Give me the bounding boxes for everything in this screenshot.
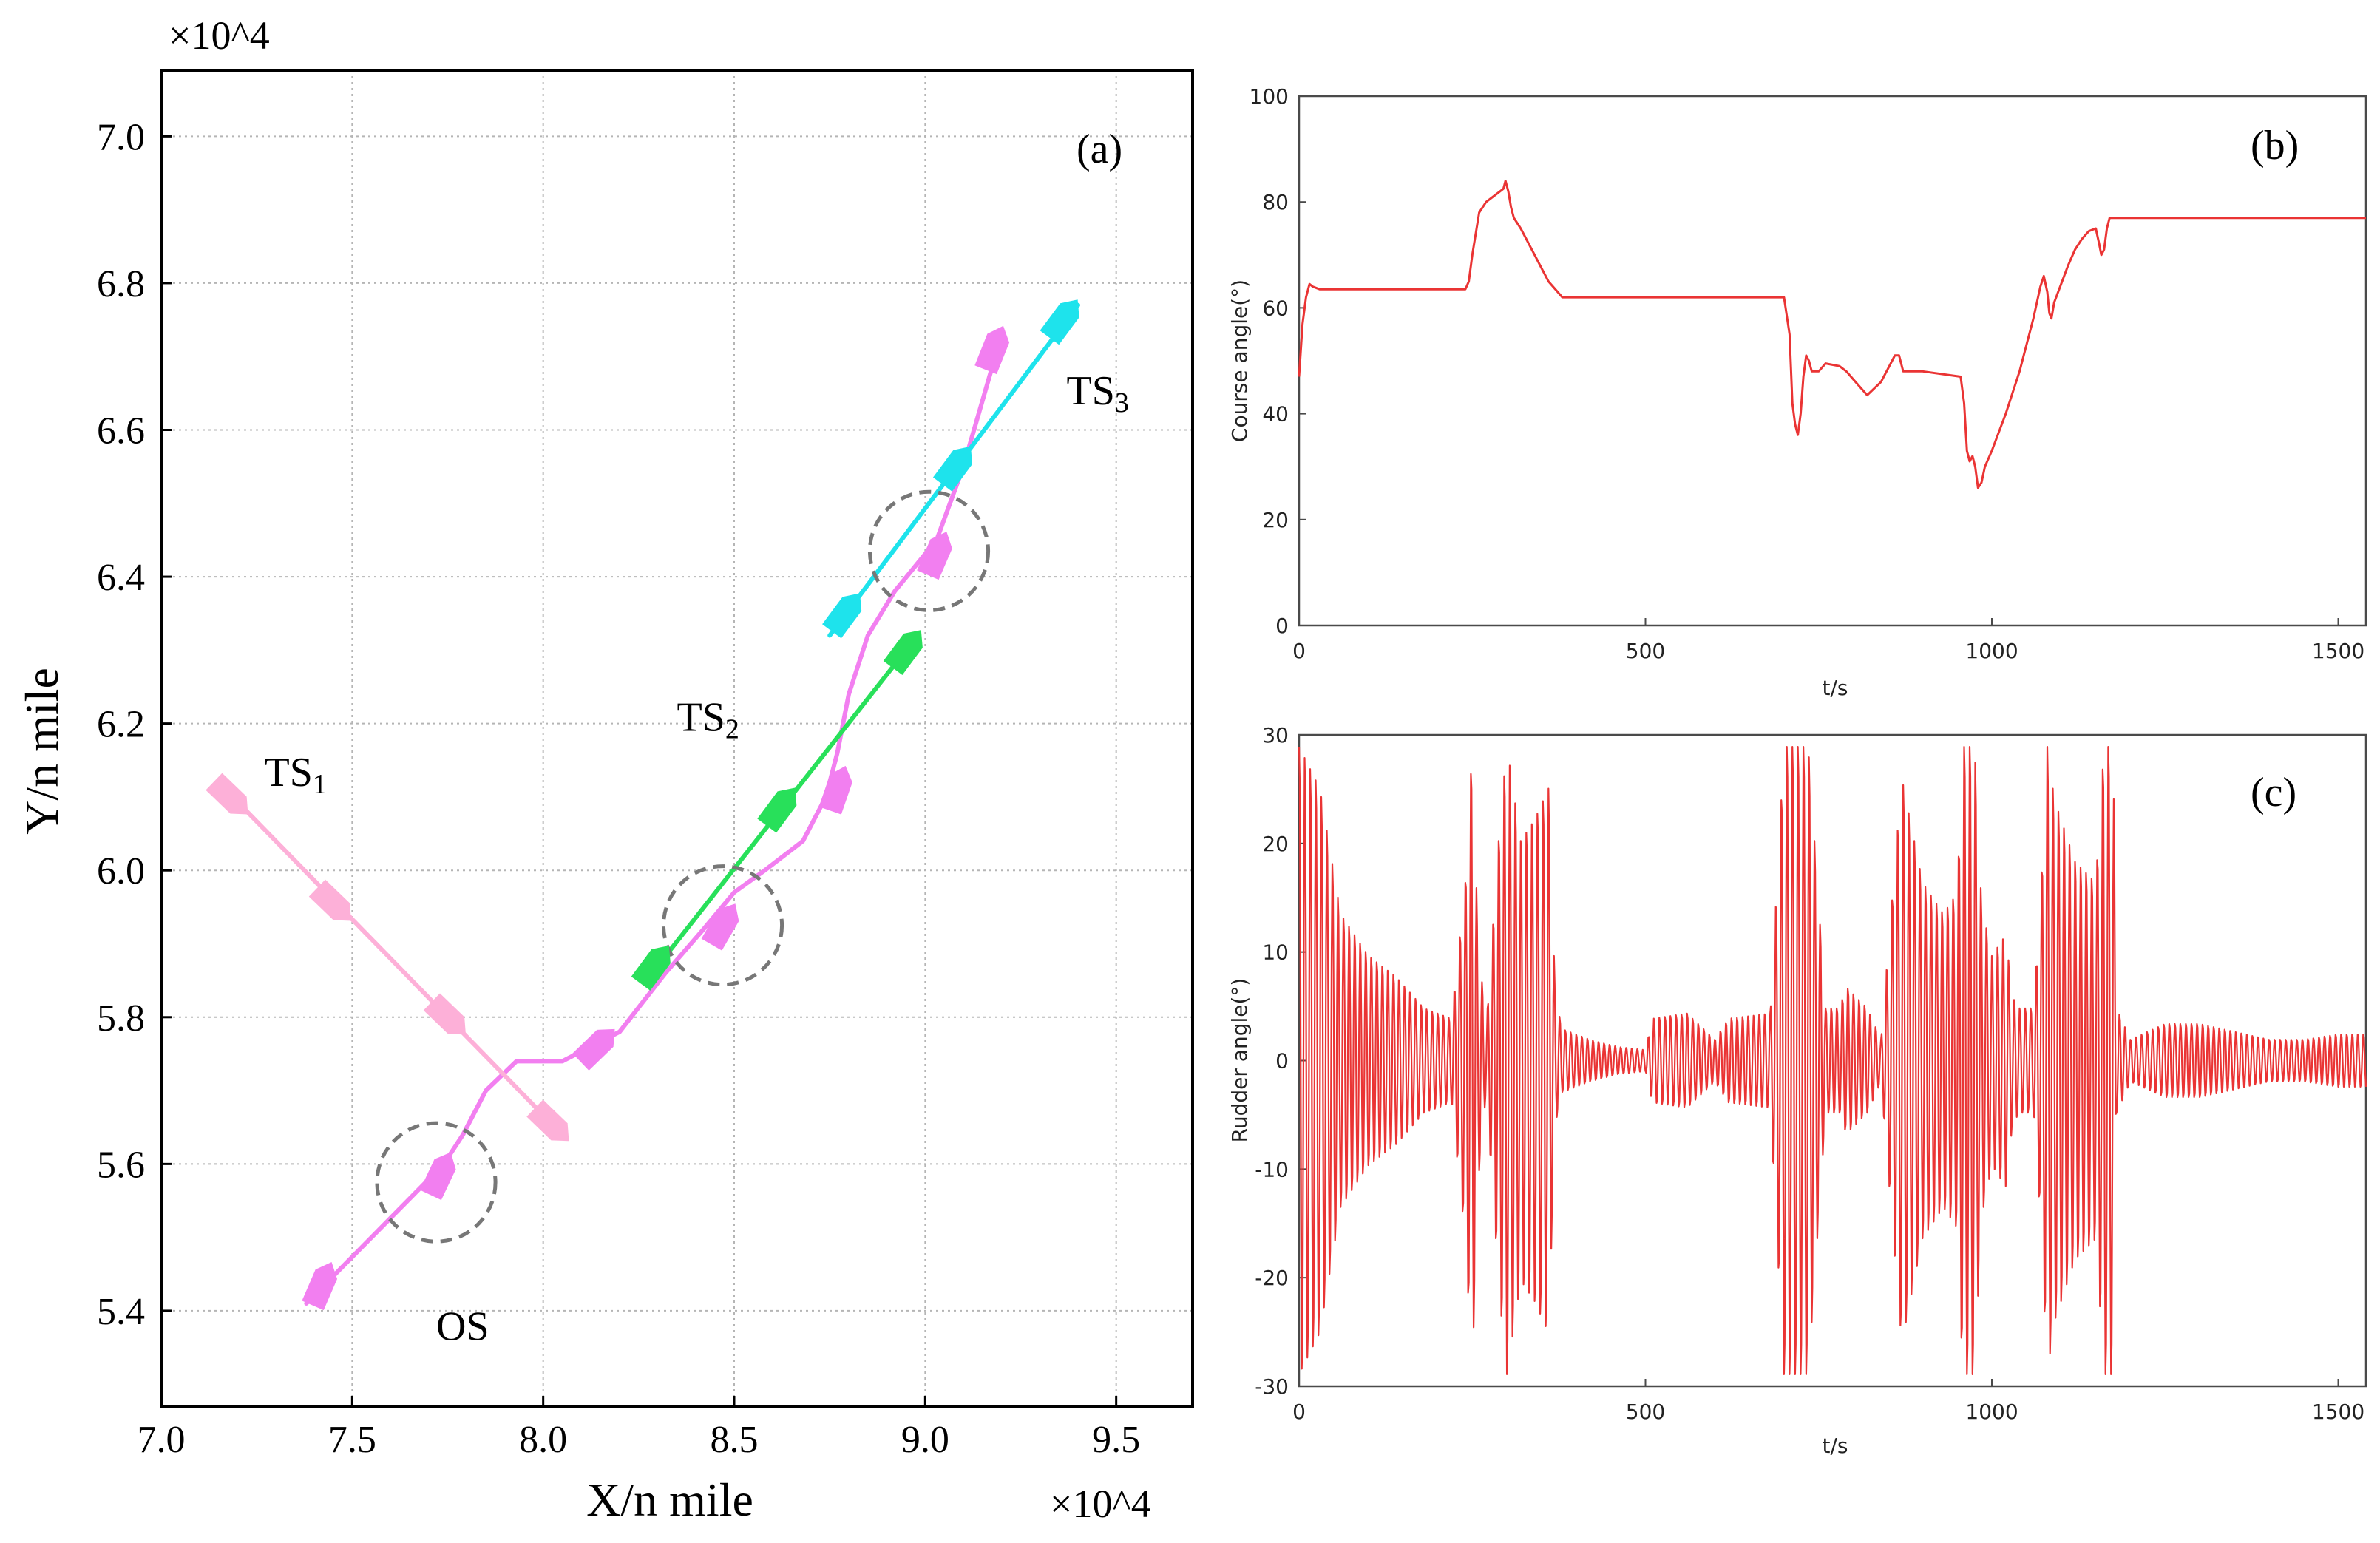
y-tick-label: 10 <box>1262 940 1289 965</box>
ship-labels-a: OS TS1 TS2 TS3 <box>265 368 1129 1350</box>
x-axis-exponent-a: ×10^4 <box>1050 1482 1151 1526</box>
panel-label-a: (a) <box>1077 126 1122 172</box>
ship-marker-TS1 <box>206 773 248 815</box>
plot-area-a <box>160 69 1194 1408</box>
rudder-angle-line <box>1298 746 2367 1375</box>
panel-label-c: (c) <box>2251 770 2296 815</box>
y-axis-label-a: Y/n mile <box>16 668 68 835</box>
ship-marker-TS2 <box>631 946 671 991</box>
ship-marker-TS1 <box>308 879 351 921</box>
rudder-line-c <box>1298 746 2367 1375</box>
y-tick-label: 5.6 <box>97 1144 145 1186</box>
y-tick-label: 6.8 <box>97 263 145 305</box>
y-tick-label: 5.4 <box>97 1291 145 1333</box>
encounter-circles-a <box>375 489 991 1244</box>
y-axis-label-b: Course angle(°) <box>1227 279 1252 442</box>
x-tick-label: 7.0 <box>138 1419 186 1461</box>
panel-label-b: (b) <box>2251 123 2299 169</box>
ship-marker-TS3 <box>822 593 862 639</box>
y-axis-exponent-a: ×10^4 <box>169 13 270 58</box>
course-line-b <box>1298 180 2366 489</box>
encounter-circle <box>867 489 991 612</box>
ship-marker-OS <box>302 1261 338 1311</box>
panel-c-rudder-angle-chart: 0 500 1000 1500 -30 -20 -10 0 10 20 30 (c) t/s Rud… <box>1227 723 2367 1458</box>
ship-label-TS2: TS2 <box>677 695 739 745</box>
ship-label-TS1: TS1 <box>265 750 327 800</box>
ship-marker-OS <box>572 1028 615 1071</box>
y-tick-label: 40 <box>1262 402 1289 427</box>
y-tick-label: 30 <box>1262 723 1289 747</box>
y-tick-label: 6.6 <box>97 410 145 452</box>
course-angle-line <box>1298 180 2366 489</box>
y-tick-label: 20 <box>1262 508 1289 532</box>
ship-marker-OS <box>419 1152 456 1201</box>
y-tick-label: 60 <box>1262 296 1289 320</box>
ship-label-TS3: TS3 <box>1067 368 1129 418</box>
trajectories-a <box>216 302 1080 1306</box>
x-tick-label: 8.5 <box>711 1419 759 1461</box>
grid-a <box>160 70 1193 1406</box>
ship-label-OS: OS <box>436 1304 489 1350</box>
y-tick-label: -30 <box>1255 1374 1289 1399</box>
y-tick-label: 100 <box>1250 84 1289 109</box>
x-tick-label: 0 <box>1292 1400 1306 1424</box>
ship-marker-TS1 <box>526 1099 569 1142</box>
x-tick-label: 1500 <box>2312 1400 2364 1424</box>
encounter-circle <box>375 1121 498 1244</box>
y-tick-label: 6.4 <box>97 557 145 599</box>
x-tick-label: 1000 <box>1965 639 2018 663</box>
plot-area-b <box>1298 95 2367 627</box>
ship-markers-a <box>206 299 1079 1311</box>
y-tick-label: 5.8 <box>97 997 145 1040</box>
ship-marker-TS3 <box>1040 299 1079 345</box>
y-tick-label: 6.0 <box>97 850 145 892</box>
y-axis-label-c: Rudder angle(°) <box>1227 978 1252 1143</box>
trajectory-TS1 <box>216 780 565 1137</box>
panel-a-trajectory-chart: ×10^4 7.0 7.5 8.0 8.5 9.0 9.5 5.4 5.6 5.8 6.0 6.2 6… <box>16 13 1194 1526</box>
x-tick-label: 9.5 <box>1092 1419 1140 1461</box>
ship-marker-OS <box>818 765 852 815</box>
x-axis-label-b: t/s <box>1823 676 1848 700</box>
ship-marker-TS3 <box>932 446 973 492</box>
panel-b-course-angle-chart: 0 500 1000 1500 0 20 40 60 80 100 (b) t/s Course … <box>1227 84 2367 700</box>
y-tick-label: -10 <box>1255 1157 1289 1181</box>
y-tick-label: -20 <box>1255 1266 1289 1290</box>
axis-ticks-c: 0 500 1000 1500 -30 -20 -10 0 10 20 30 <box>1255 723 2364 1424</box>
axis-ticks-b: 0 500 1000 1500 0 20 40 60 80 100 <box>1250 84 2365 663</box>
ship-marker-TS2 <box>757 787 797 833</box>
x-tick-label: 500 <box>1626 639 1665 663</box>
x-tick-label: 8.0 <box>519 1419 567 1461</box>
ship-marker-TS1 <box>423 993 466 1035</box>
x-tick-label: 9.0 <box>901 1419 949 1461</box>
ship-marker-OS <box>701 903 739 951</box>
x-tick-label: 7.5 <box>328 1419 376 1461</box>
x-axis-label-a: X/n mile <box>586 1474 753 1526</box>
y-tick-label: 0 <box>1275 614 1289 638</box>
trajectory-OS <box>304 332 1004 1306</box>
ship-marker-OS <box>974 325 1010 375</box>
x-tick-label: 500 <box>1626 1400 1665 1424</box>
ship-marker-OS <box>917 532 952 580</box>
y-tick-label: 0 <box>1275 1049 1289 1074</box>
y-tick-label: 6.2 <box>97 704 145 746</box>
y-tick-label: 7.0 <box>97 116 145 158</box>
ship-marker-TS2 <box>883 630 923 676</box>
y-tick-label: 20 <box>1262 832 1289 856</box>
y-tick-label: 80 <box>1262 190 1289 214</box>
axis-ticks-a: 7.0 7.5 8.0 8.5 9.0 9.5 5.4 5.6 5.8 6.0 6.2 6.4 6.6 6… <box>97 116 1140 1461</box>
x-tick-label: 1000 <box>1965 1400 2018 1424</box>
x-tick-label: 0 <box>1292 639 1306 663</box>
encounter-circle <box>661 864 784 987</box>
x-axis-label-c: t/s <box>1823 1434 1848 1458</box>
x-tick-label: 1500 <box>2312 639 2364 663</box>
